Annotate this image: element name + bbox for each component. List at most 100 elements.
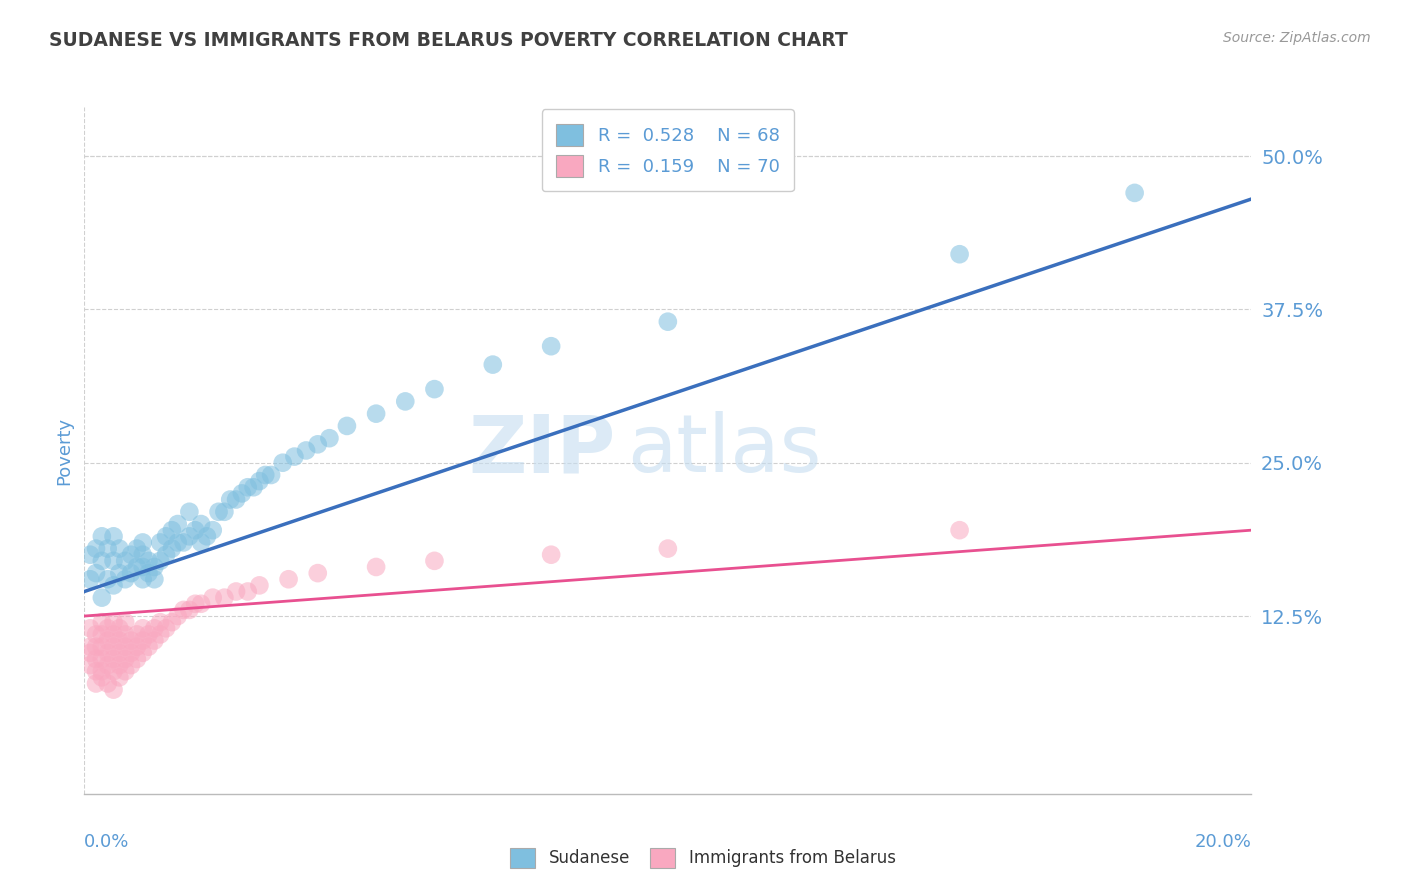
Point	[225, 492, 247, 507]
Point	[160, 523, 183, 537]
Point	[114, 615, 136, 630]
Point	[108, 646, 131, 660]
Point	[482, 358, 505, 372]
Point	[149, 615, 172, 630]
Point	[307, 437, 329, 451]
Point	[108, 670, 131, 684]
Point	[184, 597, 207, 611]
Point	[108, 621, 131, 635]
Point	[79, 658, 101, 673]
Point	[260, 467, 283, 482]
Point	[166, 517, 188, 532]
Point	[125, 627, 148, 641]
Point	[249, 578, 271, 592]
Point	[394, 394, 416, 409]
Point	[97, 572, 120, 586]
Point	[120, 658, 142, 673]
Point	[90, 554, 112, 568]
Point	[423, 382, 446, 396]
Point	[103, 640, 125, 654]
Point	[949, 247, 972, 261]
Point	[143, 560, 166, 574]
Text: Source: ZipAtlas.com: Source: ZipAtlas.com	[1223, 31, 1371, 45]
Point	[108, 541, 131, 556]
Point	[79, 640, 101, 654]
Point	[366, 407, 388, 421]
Point	[179, 603, 201, 617]
Point	[132, 535, 155, 549]
Point	[179, 505, 201, 519]
Point	[657, 541, 679, 556]
Point	[155, 529, 177, 543]
Point	[132, 548, 155, 562]
Point	[97, 541, 120, 556]
Point	[214, 591, 236, 605]
Point	[307, 566, 329, 581]
Point	[114, 554, 136, 568]
Point	[97, 676, 120, 690]
Point	[114, 664, 136, 679]
Point	[149, 627, 172, 641]
Point	[179, 529, 201, 543]
Point	[166, 535, 188, 549]
Point	[125, 541, 148, 556]
Point	[143, 572, 166, 586]
Point	[84, 566, 107, 581]
Point	[103, 554, 125, 568]
Legend: R =  0.528    N = 68, R =  0.159    N = 70: R = 0.528 N = 68, R = 0.159 N = 70	[541, 109, 794, 191]
Point	[540, 339, 562, 353]
Point	[103, 578, 125, 592]
Point	[97, 621, 120, 635]
Point	[423, 554, 446, 568]
Text: atlas: atlas	[627, 411, 821, 490]
Point	[149, 554, 172, 568]
Point	[132, 646, 155, 660]
Point	[90, 664, 112, 679]
Point	[173, 603, 195, 617]
Point	[219, 492, 242, 507]
Point	[84, 652, 107, 666]
Point	[277, 572, 299, 586]
Point	[97, 646, 120, 660]
Text: 0.0%: 0.0%	[84, 833, 129, 851]
Point	[90, 615, 112, 630]
Point	[207, 505, 229, 519]
Point	[138, 566, 160, 581]
Point	[114, 627, 136, 641]
Point	[120, 566, 142, 581]
Point	[143, 633, 166, 648]
Point	[1123, 186, 1146, 200]
Point	[90, 591, 112, 605]
Point	[318, 431, 340, 445]
Point	[190, 597, 212, 611]
Point	[90, 652, 112, 666]
Text: 20.0%: 20.0%	[1195, 833, 1251, 851]
Point	[160, 541, 183, 556]
Point	[132, 621, 155, 635]
Point	[120, 633, 142, 648]
Point	[103, 615, 125, 630]
Point	[214, 505, 236, 519]
Point	[155, 621, 177, 635]
Point	[120, 548, 142, 562]
Point	[103, 682, 125, 697]
Point	[132, 633, 155, 648]
Point	[166, 609, 188, 624]
Point	[125, 652, 148, 666]
Point	[336, 419, 359, 434]
Point	[114, 652, 136, 666]
Point	[120, 646, 142, 660]
Point	[132, 572, 155, 586]
Point	[114, 572, 136, 586]
Point	[155, 548, 177, 562]
Point	[225, 584, 247, 599]
Point	[125, 560, 148, 574]
Point	[90, 670, 112, 684]
Point	[143, 621, 166, 635]
Point	[97, 633, 120, 648]
Point	[254, 467, 277, 482]
Point	[283, 450, 305, 464]
Y-axis label: Poverty: Poverty	[55, 417, 73, 484]
Point	[90, 627, 112, 641]
Point	[949, 523, 972, 537]
